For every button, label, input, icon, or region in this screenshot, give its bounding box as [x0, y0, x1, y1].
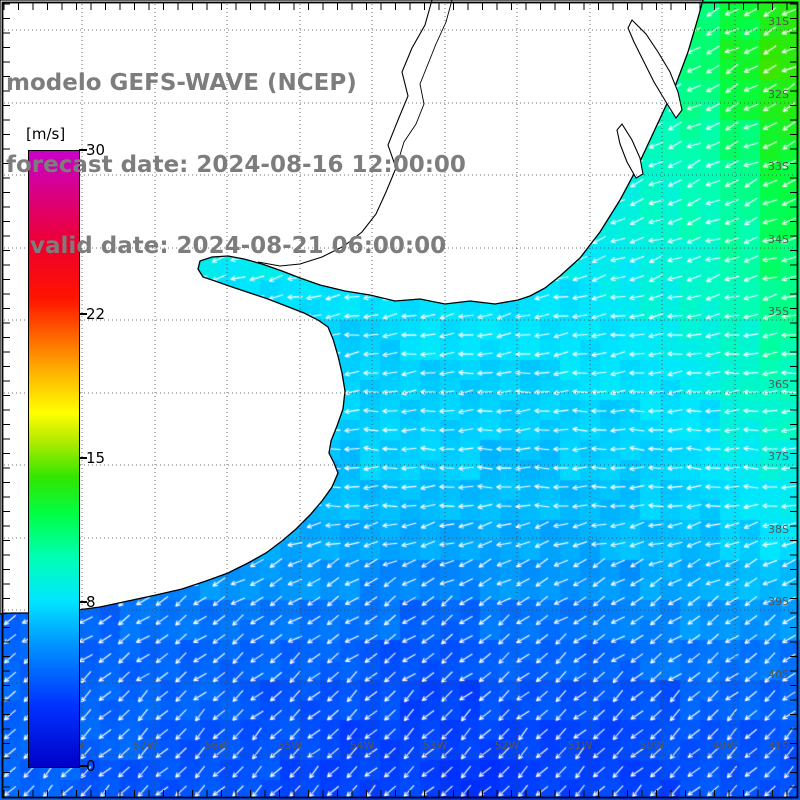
lat-label: 36S — [768, 378, 789, 391]
lon-label: 53W — [423, 739, 448, 752]
lon-label: 52W — [495, 739, 520, 752]
lat-label: 35S — [768, 305, 789, 318]
lat-label: 41S — [768, 740, 789, 753]
lat-label: 33S — [768, 160, 789, 173]
graticule — [4, 4, 796, 796]
header: modelo GEFS-WAVE (NCEP) forecast date: 2… — [6, 16, 466, 314]
lon-label: 58W — [60, 739, 85, 752]
land-mass — [0, 0, 704, 615]
lon-label: 57W — [133, 739, 158, 752]
lon-label: 56W — [205, 739, 230, 752]
valid-date: valid date: 2024-08-21 06:00:00 — [6, 233, 447, 259]
lagoon-dos-patos — [627, 19, 683, 119]
lat-label: 32S — [768, 88, 789, 101]
lat-label: 37S — [768, 450, 789, 463]
lat-label: 31S — [768, 15, 789, 28]
lon-label: 50W — [640, 739, 665, 752]
model-title: modelo GEFS-WAVE (NCEP) — [6, 70, 357, 97]
lat-label: 39S — [768, 595, 789, 608]
lat-label: 38S — [768, 523, 789, 536]
lat-label: 40S — [768, 668, 789, 681]
lat-label: 34S — [768, 233, 789, 246]
frame-ticks — [3, 3, 797, 797]
lon-label: 49W — [713, 739, 738, 752]
river-uruguay — [395, 0, 453, 169]
forecast-date: forecast date: 2024-08-16 12:00:00 — [6, 151, 466, 178]
lon-label: 54W — [350, 739, 375, 752]
lagoon-mirim — [616, 123, 644, 179]
lon-label: 51W — [568, 739, 593, 752]
river-parana — [257, 0, 433, 267]
lon-label: 55W — [278, 739, 303, 752]
